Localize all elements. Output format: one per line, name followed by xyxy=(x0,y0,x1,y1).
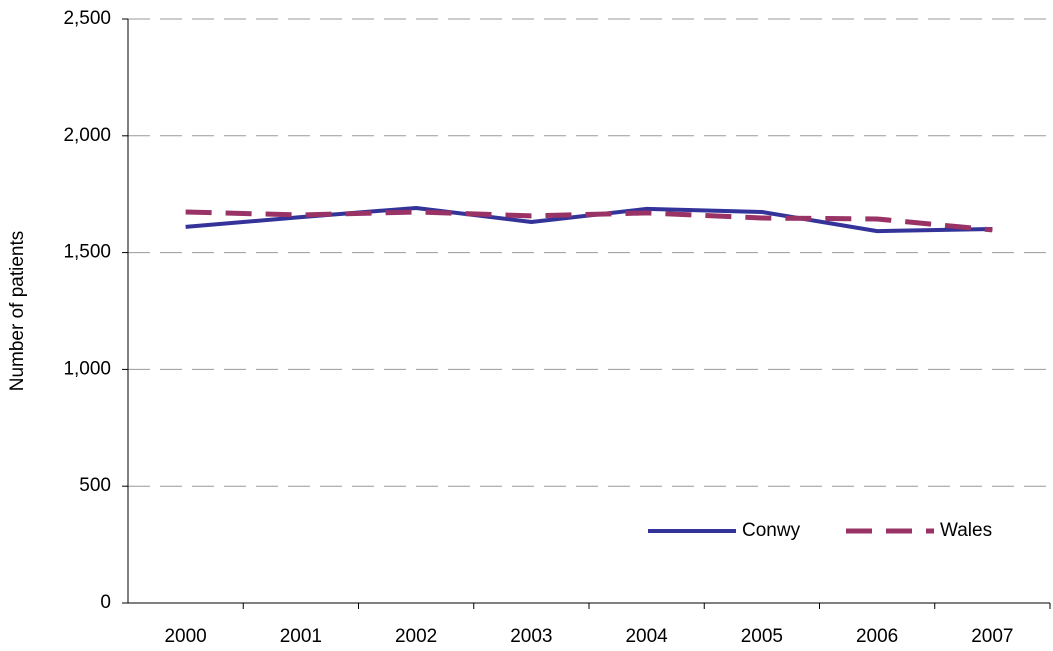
x-tick-label: 2000 xyxy=(164,626,206,647)
x-tick-label: 2001 xyxy=(280,626,322,647)
x-tick-label: 2004 xyxy=(625,626,668,647)
y-tick-label: 1,500 xyxy=(63,242,111,263)
series-line xyxy=(185,209,993,233)
x-tick-label: 2003 xyxy=(510,626,552,647)
x-tick-label: 2007 xyxy=(971,626,1013,647)
y-tick-label: 0 xyxy=(100,592,111,613)
y-tick-label: 500 xyxy=(79,475,111,496)
y-tick-label: 2,500 xyxy=(63,8,111,29)
x-tick-label: 2002 xyxy=(395,626,437,647)
y-tick-label: 1,000 xyxy=(63,358,111,379)
legend-label: Conwy xyxy=(742,520,801,541)
legend-label: Wales xyxy=(940,520,992,541)
x-tick-label: 2006 xyxy=(856,626,898,647)
y-tick-label: 2,000 xyxy=(63,125,111,146)
y-axis-label: Number of patients xyxy=(7,231,28,392)
x-tick-label: 2005 xyxy=(741,626,783,647)
